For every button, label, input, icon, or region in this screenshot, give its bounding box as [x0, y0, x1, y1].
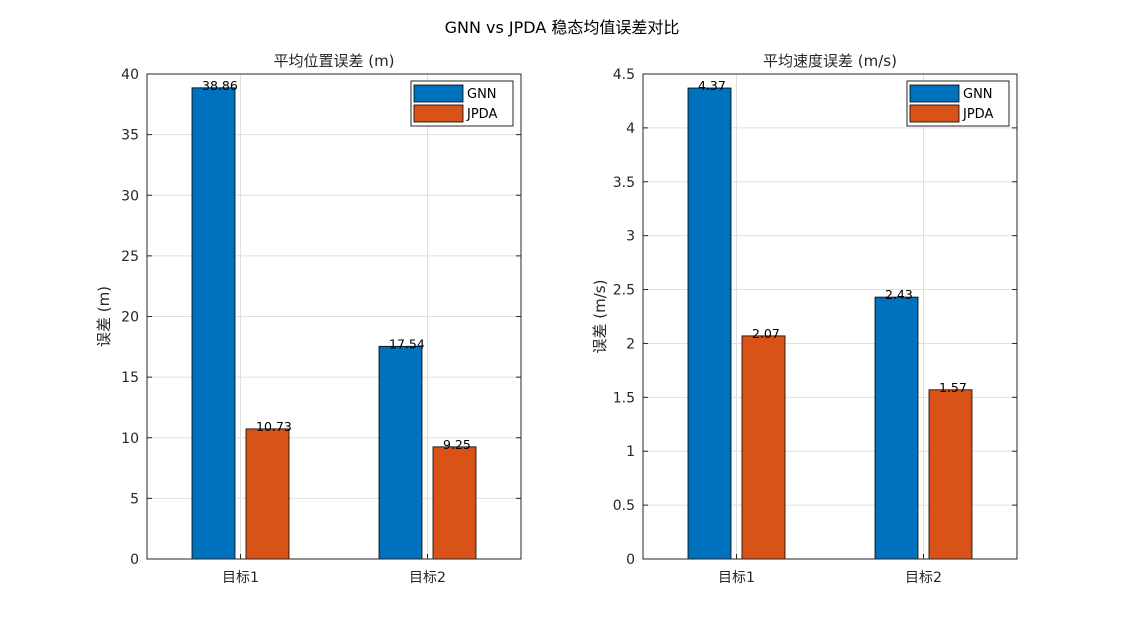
- velocity-legend: GNN JPDA: [906, 80, 1010, 127]
- position-legend-label-jpda: JPDA: [466, 107, 497, 122]
- velocity-legend-label-jpda: JPDA: [962, 107, 993, 122]
- position-data-label-jpda-1: 10.73: [256, 419, 292, 434]
- position-bar-gnn-1: [191, 87, 236, 560]
- position-data-label-gnn-1: 38.86: [202, 78, 238, 93]
- position-legend-swatch-gnn: [413, 84, 464, 103]
- velocity-chart-title: 平均速度误差 (m/s): [763, 52, 897, 70]
- velocity-ytick-label: 4.5: [613, 67, 635, 83]
- velocity-ytick-label: 1: [626, 444, 635, 460]
- velocity-error-chart: 4.37 2.43 2.07 1.57 0 0.5 1 1.5 2 2.5 3 3.5 4 4.5 目标1 目…: [591, 52, 1018, 586]
- position-legend-swatch-jpda: [413, 104, 464, 123]
- velocity-xtick-label: 目标2: [905, 570, 942, 586]
- position-ylabel: 误差 (m): [95, 286, 113, 347]
- velocity-ytick-label: 0.5: [613, 498, 635, 514]
- position-xtick-label: 目标2: [409, 570, 446, 586]
- velocity-axes-frame: [642, 73, 1018, 560]
- velocity-ytick-label: 1.5: [613, 390, 635, 406]
- figure-title: GNN vs JPDA 稳态均值误差对比: [445, 18, 680, 37]
- velocity-ytick-label: 2.5: [613, 283, 635, 299]
- velocity-ytick-label: 3.5: [613, 175, 635, 191]
- velocity-data-label-gnn-1: 4.37: [698, 78, 726, 93]
- position-bar-jpda-2: [432, 446, 477, 560]
- position-ytick-label: 5: [130, 491, 139, 507]
- velocity-bar-gnn-1: [687, 87, 732, 560]
- position-legend-label-gnn: GNN: [467, 87, 497, 102]
- velocity-ytick-label: 4: [626, 121, 635, 137]
- velocity-bar-gnn-2: [874, 296, 919, 560]
- velocity-ytick-label: 0: [626, 552, 635, 568]
- velocity-xtick-label: 目标1: [718, 570, 755, 586]
- position-ytick-label: 0: [130, 552, 139, 568]
- position-ytick-label: 25: [121, 249, 139, 265]
- velocity-bar-jpda-1: [741, 335, 786, 560]
- velocity-ytick-label: 2: [626, 336, 635, 352]
- velocity-data-label-jpda-2: 1.57: [939, 380, 967, 395]
- velocity-ytick-label: 3: [626, 229, 635, 245]
- position-data-label-gnn-2: 17.54: [389, 336, 425, 351]
- position-ytick-label: 15: [121, 370, 139, 386]
- position-ytick-label: 10: [121, 431, 139, 447]
- position-ytick-label: 30: [121, 188, 139, 204]
- position-legend: GNN JPDA: [410, 80, 514, 127]
- velocity-bar-jpda-2: [928, 389, 973, 560]
- position-ytick-label: 20: [121, 310, 139, 326]
- position-chart-title: 平均位置误差 (m): [273, 52, 394, 70]
- position-bar-jpda-1: [245, 428, 290, 560]
- position-data-label-jpda-2: 9.25: [443, 437, 471, 452]
- position-bar-gnn-2: [378, 345, 423, 560]
- position-error-chart: 38.86 17.54 10.73 9.25 0 5 10 15 20 25 30 35 40 目标1 目标…: [95, 52, 522, 586]
- position-xtick-label: 目标1: [222, 570, 259, 586]
- velocity-legend-label-gnn: GNN: [963, 87, 993, 102]
- velocity-data-label-gnn-2: 2.43: [885, 287, 913, 302]
- position-ytick-label: 40: [121, 67, 139, 83]
- position-ytick-label: 35: [121, 128, 139, 144]
- velocity-legend-swatch-jpda: [909, 104, 960, 123]
- velocity-ylabel: 误差 (m/s): [591, 280, 609, 354]
- velocity-legend-swatch-gnn: [909, 84, 960, 103]
- velocity-data-label-jpda-1: 2.07: [752, 326, 780, 341]
